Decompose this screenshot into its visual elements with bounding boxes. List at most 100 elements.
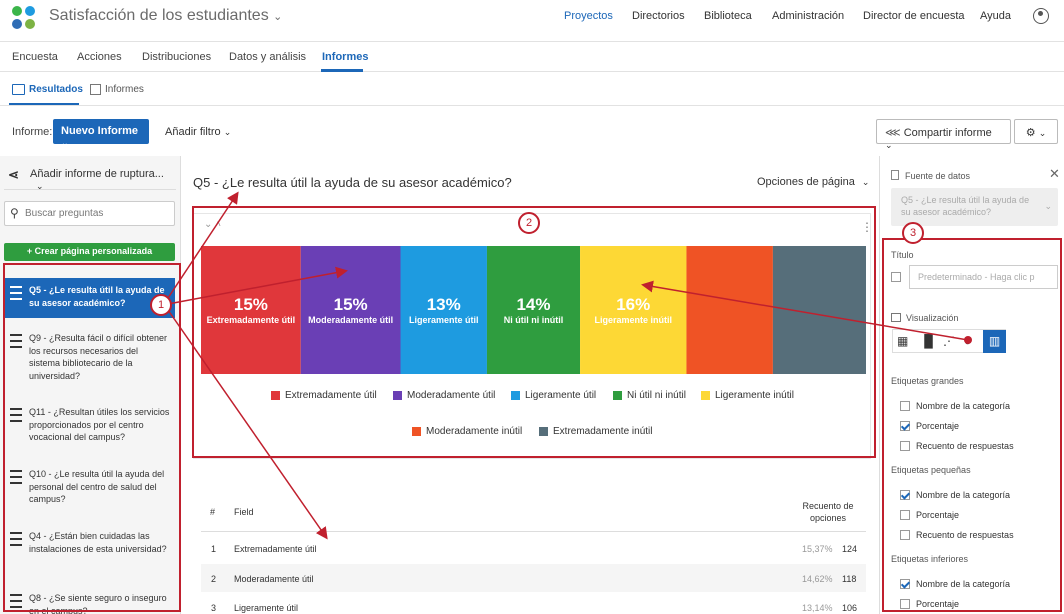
active-tab-indicator bbox=[321, 69, 363, 72]
arrow-to-segment bbox=[641, 280, 969, 341]
share-report-button[interactable]: ⋘ Compartir informe ⌄ bbox=[876, 119, 1011, 150]
search-icon: ⚲ bbox=[10, 206, 19, 220]
gear-icon: ⚙ bbox=[1025, 127, 1036, 139]
tab-data-analysis[interactable]: Datos y análisis bbox=[229, 51, 307, 63]
nav-directories[interactable]: Directorios bbox=[632, 10, 685, 22]
page-title: Q5 - ¿Le resulta útil la ayuda de su ase… bbox=[193, 175, 512, 190]
drag-handle-icon[interactable] bbox=[10, 594, 22, 608]
nav-help[interactable]: Ayuda bbox=[980, 10, 1011, 22]
drag-handle-icon[interactable] bbox=[10, 532, 22, 546]
survey-title[interactable]: Satisfacción de los estudiantes ⌄ bbox=[49, 7, 283, 24]
bar-label-1: 15% Extremadamente útil bbox=[201, 246, 301, 374]
title-input[interactable]: Predeterminado - Haga clic p bbox=[909, 265, 1058, 289]
bar-label-5: 16% Ligeramente inútil bbox=[580, 246, 686, 374]
breakdown-bar-icon[interactable]: ▥ bbox=[983, 330, 1006, 353]
create-custom-page-button[interactable]: + Crear página personalizada bbox=[4, 243, 175, 261]
legend-swatch bbox=[393, 391, 402, 400]
bar-percent-label: 16% bbox=[616, 295, 651, 314]
legend-label: Ligeramente inútil bbox=[715, 390, 794, 401]
bar-segment-1[interactable] bbox=[201, 246, 301, 374]
legend-item[interactable]: Ligeramente inútil bbox=[701, 390, 794, 401]
question-item-q10[interactable]: Q10 - ¿Le resulta útil la ayuda del pers… bbox=[4, 462, 175, 510]
annotation-box-2 bbox=[192, 206, 876, 458]
question-item-q8[interactable]: Q8 - ¿Se siente seguro o inseguro en el … bbox=[4, 586, 175, 614]
bar-segment-4[interactable] bbox=[486, 246, 581, 374]
legend-swatch bbox=[613, 391, 622, 400]
new-report-button[interactable]: Nuevo Informe ⌄ bbox=[53, 119, 149, 148]
legend-item[interactable]: Extremadamente útil bbox=[271, 390, 377, 401]
large-percent-checkbox[interactable] bbox=[900, 421, 910, 431]
small-count-checkbox[interactable] bbox=[900, 530, 910, 540]
question-item-q9[interactable]: Q9 - ¿Resulta fácil o difícil obtener lo… bbox=[4, 326, 175, 384]
tab-distributions[interactable]: Distribuciones bbox=[142, 51, 212, 63]
table-header-field: Field bbox=[234, 507, 254, 517]
add-filter-button[interactable]: Añadir filtro ⌄ bbox=[165, 126, 232, 138]
visualization-picker: ▦ ▐▌ ⋰ ● ▥ bbox=[892, 329, 1006, 353]
question-item-q5[interactable]: Q5 - ¿Le resulta útil la ayuda de su ase… bbox=[4, 278, 175, 318]
user-icon[interactable] bbox=[1033, 8, 1049, 24]
more-options-icon[interactable]: ⋮ bbox=[861, 220, 873, 234]
large-count-label: Recuento de respuestas bbox=[916, 441, 1014, 451]
title-checkbox[interactable] bbox=[891, 272, 901, 282]
collapse-icons[interactable]: ⌄ ˄ bbox=[204, 219, 221, 230]
add-breakout-button[interactable]: ⋖ Añadir informe de ruptura... ⌄ bbox=[4, 158, 176, 191]
reports-icon bbox=[90, 84, 101, 95]
search-questions-input[interactable]: ⚲ Buscar preguntas bbox=[4, 201, 175, 226]
tab-actions[interactable]: Acciones bbox=[77, 51, 122, 63]
data-source-icon bbox=[891, 170, 899, 180]
large-count-checkbox[interactable] bbox=[900, 441, 910, 451]
subtab-results[interactable]: Resultados bbox=[29, 84, 83, 95]
legend-item[interactable]: Ligeramente útil bbox=[511, 390, 596, 401]
bar-segment-6[interactable] bbox=[686, 246, 773, 374]
arrow-origin-dot bbox=[964, 336, 972, 344]
nav-projects[interactable]: Proyectos bbox=[564, 10, 613, 22]
legend-swatch bbox=[539, 427, 548, 436]
drag-handle-icon[interactable] bbox=[10, 408, 22, 422]
table-row: 3 Ligeramente útil 13,14% 106 bbox=[201, 594, 866, 614]
drag-handle-icon[interactable] bbox=[10, 334, 22, 348]
nav-survey-director[interactable]: Director de encuesta bbox=[863, 10, 965, 22]
bar-category-label: Ligeramente útil bbox=[408, 315, 479, 325]
tab-reports[interactable]: Informes bbox=[322, 51, 369, 63]
report-label: Informe: bbox=[12, 126, 53, 138]
bottom-category-checkbox[interactable] bbox=[900, 579, 910, 589]
question-item-q11[interactable]: Q11 - ¿Resultan útiles los servicios pro… bbox=[4, 400, 175, 448]
legend-item[interactable]: Moderadamente útil bbox=[393, 390, 495, 401]
large-labels-heading: Etiquetas grandes bbox=[891, 376, 964, 386]
close-icon[interactable]: ✕ bbox=[1049, 166, 1060, 181]
legend-item[interactable]: Ni útil ni inútil bbox=[613, 390, 686, 401]
data-source-select[interactable]: Q5 - ¿Le resulta útil la ayuda de su ase… bbox=[891, 188, 1058, 226]
large-category-checkbox[interactable] bbox=[900, 401, 910, 411]
table-row: 2 Moderadamente útil 14,62% 118 bbox=[201, 564, 866, 592]
drag-handle-icon[interactable] bbox=[10, 286, 22, 300]
tab-survey[interactable]: Encuesta bbox=[12, 51, 58, 63]
top-bar bbox=[0, 0, 1064, 42]
bar-category-label: Extremadamente útil bbox=[206, 315, 296, 325]
bar-segment-5[interactable] bbox=[580, 246, 687, 374]
legend-item[interactable]: Moderadamente inútil bbox=[412, 426, 522, 437]
nav-library[interactable]: Biblioteca bbox=[704, 10, 752, 22]
small-percent-label: Porcentaje bbox=[916, 510, 960, 520]
subtab-reports[interactable]: Informes bbox=[105, 84, 144, 95]
question-item-q4[interactable]: Q4 - ¿Están bien cuidadas las instalacio… bbox=[4, 524, 175, 572]
callout-2: 2 bbox=[518, 212, 540, 234]
bottom-category-label: Nombre de la categoría bbox=[916, 579, 1011, 589]
bar-segment-3[interactable] bbox=[400, 246, 487, 374]
bar-segment-2[interactable] bbox=[300, 246, 401, 374]
small-category-checkbox[interactable] bbox=[900, 490, 910, 500]
legend-label: Ligeramente útil bbox=[525, 390, 597, 401]
nav-administration[interactable]: Administración bbox=[772, 10, 845, 22]
drag-handle-icon[interactable] bbox=[10, 470, 22, 484]
data-source-label: Fuente de datos bbox=[905, 171, 971, 181]
bar-chart-icon[interactable]: ▐▌ bbox=[920, 334, 938, 348]
settings-button[interactable]: ⚙ ⌄ bbox=[1014, 119, 1058, 144]
bar-percent-label: 15% bbox=[333, 295, 368, 314]
page-options-button[interactable]: Opciones de página ⌄ bbox=[757, 176, 870, 188]
bottom-percent-checkbox[interactable] bbox=[900, 599, 910, 609]
small-percent-checkbox[interactable] bbox=[900, 510, 910, 520]
legend-item[interactable]: Extremadamente inútil bbox=[539, 426, 653, 437]
app-logo[interactable] bbox=[10, 4, 40, 34]
tab-bar bbox=[0, 42, 1064, 72]
table-icon[interactable]: ▦ bbox=[897, 334, 909, 348]
